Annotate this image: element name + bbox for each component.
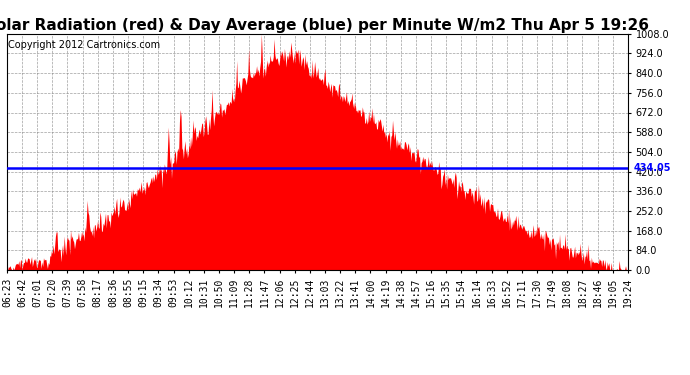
Text: 434.05: 434.05 bbox=[0, 163, 1, 173]
Title: Solar Radiation (red) & Day Average (blue) per Minute W/m2 Thu Apr 5 19:26: Solar Radiation (red) & Day Average (blu… bbox=[0, 18, 649, 33]
Text: Copyright 2012 Cartronics.com: Copyright 2012 Cartronics.com bbox=[8, 40, 159, 50]
Text: 434.05: 434.05 bbox=[634, 163, 671, 173]
